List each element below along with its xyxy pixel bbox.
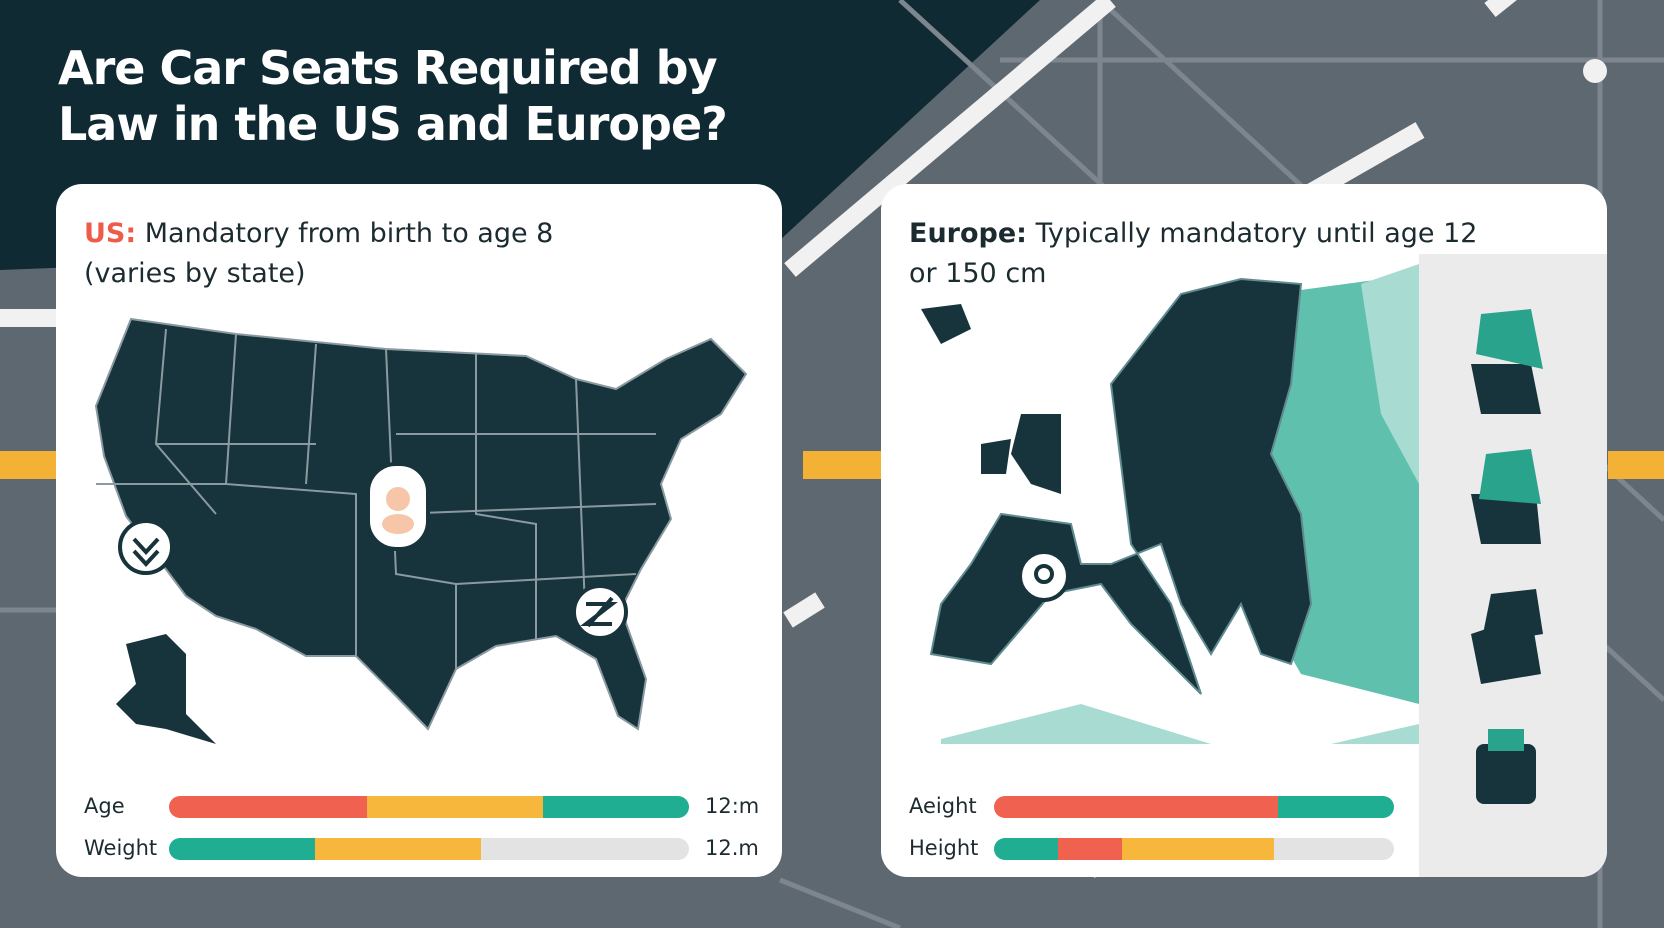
bar-segment	[169, 838, 315, 860]
bar-label: Age	[84, 794, 125, 818]
panel-text: Mandatory from birth to age 8 (varies by…	[84, 218, 554, 289]
europe-map	[921, 254, 1607, 877]
bar-segment	[480, 838, 689, 860]
bar-label: Aeight	[909, 794, 977, 818]
bar-segment	[994, 838, 1058, 860]
bar-segment	[994, 796, 1278, 818]
europe-card: Europe: Typically mandatory until age 12…	[881, 184, 1607, 877]
bar-label: Weight	[84, 836, 158, 860]
bar-segment	[366, 796, 544, 818]
us-heading: US: Mandatory from birth to age 8 (varie…	[84, 214, 604, 294]
bar	[169, 796, 689, 818]
panel-label: US:	[84, 218, 137, 249]
europe-heading: Europe: Typically mandatory until age 12…	[909, 214, 1509, 294]
bar	[994, 796, 1394, 818]
us-card: US: Mandatory from birth to age 8 (varie…	[56, 184, 782, 877]
bar	[169, 838, 689, 860]
bar-end-label: 12:m	[705, 794, 760, 818]
bar-segment	[1278, 796, 1394, 818]
bar-label: Height	[909, 836, 979, 860]
us-map	[94, 317, 748, 744]
bar-segment	[1122, 838, 1274, 860]
bar-segment	[314, 838, 481, 860]
bar-segment	[1058, 838, 1122, 860]
bar-segment	[169, 796, 367, 818]
bar-end-label: 12.m	[705, 836, 759, 860]
title: Are Car Seats Required by Law in the US …	[58, 41, 728, 151]
bar	[994, 838, 1394, 860]
panel-label: Europe:	[909, 218, 1027, 249]
bar-segment	[543, 796, 689, 818]
panel-text: Typically mandatory until age 12 or 150 …	[909, 218, 1478, 289]
bar-segment	[1274, 838, 1394, 860]
